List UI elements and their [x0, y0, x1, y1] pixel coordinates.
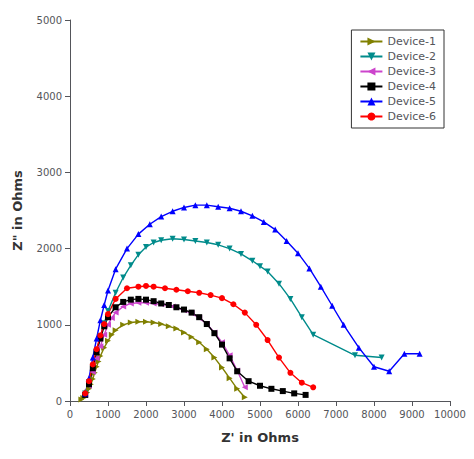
- svg-text:0: 0: [56, 396, 62, 407]
- svg-text:8000: 8000: [361, 409, 386, 420]
- svg-text:1000: 1000: [95, 409, 120, 420]
- svg-text:3000: 3000: [171, 409, 196, 420]
- svg-text:4000: 4000: [209, 409, 234, 420]
- svg-text:Z' in Ohms: Z' in Ohms: [221, 430, 299, 445]
- svg-text:0: 0: [67, 409, 73, 420]
- svg-text:7000: 7000: [323, 409, 348, 420]
- svg-text:10000: 10000: [434, 409, 466, 420]
- svg-text:Device-2: Device-2: [387, 50, 436, 63]
- svg-text:1000: 1000: [37, 319, 62, 330]
- svg-text:5000: 5000: [37, 15, 62, 26]
- svg-text:Device-4: Device-4: [387, 80, 436, 93]
- svg-text:2000: 2000: [37, 243, 62, 254]
- svg-text:6000: 6000: [285, 409, 310, 420]
- svg-text:Device-1: Device-1: [387, 35, 436, 48]
- svg-text:2000: 2000: [133, 409, 158, 420]
- svg-text:3000: 3000: [37, 167, 62, 178]
- svg-text:9000: 9000: [399, 409, 424, 420]
- svg-text:Device-3: Device-3: [387, 65, 436, 78]
- svg-text:4000: 4000: [37, 91, 62, 102]
- svg-text:5000: 5000: [247, 409, 272, 420]
- svg-text:Device-6: Device-6: [387, 110, 436, 123]
- svg-text:Z" in Ohms: Z" in Ohms: [10, 170, 25, 251]
- svg-text:Device-5: Device-5: [387, 95, 436, 108]
